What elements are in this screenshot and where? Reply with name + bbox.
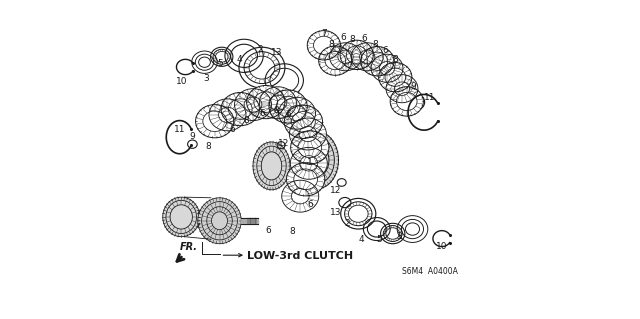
Text: 2: 2 bbox=[344, 219, 350, 228]
Ellipse shape bbox=[269, 90, 307, 123]
Ellipse shape bbox=[253, 142, 290, 190]
Text: 12: 12 bbox=[278, 139, 289, 148]
Text: 6: 6 bbox=[361, 34, 367, 43]
Ellipse shape bbox=[257, 146, 286, 186]
Ellipse shape bbox=[196, 105, 234, 138]
Text: 8: 8 bbox=[328, 40, 334, 48]
Text: 3: 3 bbox=[203, 74, 209, 83]
Ellipse shape bbox=[340, 40, 373, 70]
Ellipse shape bbox=[371, 54, 403, 82]
Ellipse shape bbox=[259, 87, 296, 119]
Text: 9: 9 bbox=[189, 132, 195, 141]
Text: 1: 1 bbox=[307, 158, 313, 167]
Text: 4: 4 bbox=[358, 235, 364, 244]
Ellipse shape bbox=[198, 198, 241, 244]
Ellipse shape bbox=[212, 212, 227, 230]
Text: 8: 8 bbox=[349, 35, 355, 44]
Text: 8: 8 bbox=[273, 106, 279, 115]
Ellipse shape bbox=[390, 87, 423, 116]
Ellipse shape bbox=[291, 131, 329, 164]
Text: 9: 9 bbox=[410, 82, 416, 91]
Ellipse shape bbox=[319, 46, 352, 75]
Ellipse shape bbox=[379, 63, 412, 92]
Text: 11: 11 bbox=[174, 125, 186, 134]
Text: FR.: FR. bbox=[180, 242, 198, 252]
Ellipse shape bbox=[295, 131, 339, 189]
Ellipse shape bbox=[284, 105, 323, 138]
Ellipse shape bbox=[289, 118, 326, 150]
Ellipse shape bbox=[166, 200, 196, 234]
Text: 11: 11 bbox=[424, 93, 436, 102]
Text: 5: 5 bbox=[218, 59, 223, 68]
Text: S6M4  A0400A: S6M4 A0400A bbox=[403, 267, 458, 276]
Text: 10: 10 bbox=[177, 77, 188, 86]
Ellipse shape bbox=[246, 85, 285, 119]
Ellipse shape bbox=[209, 99, 246, 131]
Text: 3: 3 bbox=[396, 232, 402, 241]
Ellipse shape bbox=[300, 137, 334, 184]
Ellipse shape bbox=[282, 180, 319, 212]
Ellipse shape bbox=[307, 31, 340, 60]
Ellipse shape bbox=[261, 152, 282, 180]
Text: LOW-3rd CLUTCH: LOW-3rd CLUTCH bbox=[247, 251, 353, 261]
Ellipse shape bbox=[234, 89, 271, 121]
Ellipse shape bbox=[207, 207, 232, 235]
Ellipse shape bbox=[330, 43, 362, 71]
Ellipse shape bbox=[386, 75, 418, 103]
Ellipse shape bbox=[221, 93, 259, 126]
Ellipse shape bbox=[291, 147, 327, 179]
Text: 4: 4 bbox=[237, 55, 243, 63]
Ellipse shape bbox=[361, 47, 394, 76]
Ellipse shape bbox=[163, 197, 200, 237]
Ellipse shape bbox=[278, 97, 316, 129]
Text: 7: 7 bbox=[321, 29, 326, 38]
Text: 8: 8 bbox=[289, 227, 295, 236]
Text: 2: 2 bbox=[257, 45, 263, 54]
Ellipse shape bbox=[287, 163, 324, 196]
Text: 8: 8 bbox=[244, 116, 250, 125]
Text: 5: 5 bbox=[376, 235, 382, 244]
Text: 6: 6 bbox=[259, 109, 265, 118]
Text: 8: 8 bbox=[205, 142, 211, 151]
Text: 6: 6 bbox=[340, 33, 346, 42]
Text: 10: 10 bbox=[435, 242, 447, 251]
Text: 6: 6 bbox=[307, 200, 313, 209]
Ellipse shape bbox=[351, 43, 383, 71]
Ellipse shape bbox=[202, 202, 237, 240]
Text: 13: 13 bbox=[330, 208, 341, 217]
Text: 12: 12 bbox=[330, 186, 341, 195]
Text: 6: 6 bbox=[383, 46, 388, 55]
Text: 6: 6 bbox=[285, 110, 291, 119]
Text: 13: 13 bbox=[271, 48, 283, 57]
Text: 6: 6 bbox=[266, 226, 271, 235]
Text: 8: 8 bbox=[392, 56, 398, 64]
Ellipse shape bbox=[305, 144, 329, 177]
Text: 8: 8 bbox=[372, 40, 378, 48]
Ellipse shape bbox=[170, 205, 193, 229]
Text: 6: 6 bbox=[229, 125, 235, 134]
